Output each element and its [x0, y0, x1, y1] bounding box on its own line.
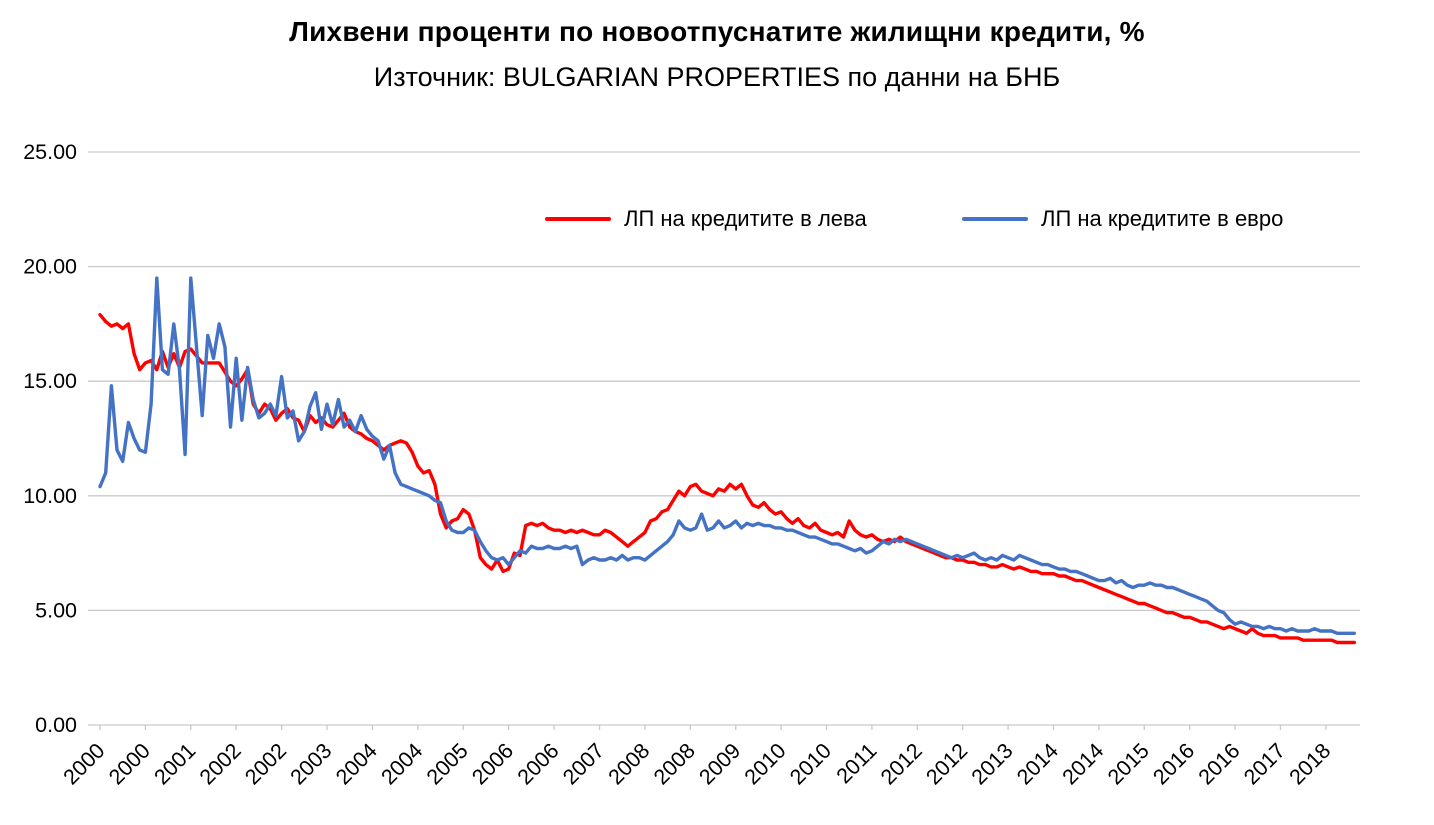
- x-tick-label: 2016: [1148, 739, 1199, 790]
- y-tick-label: 0.00: [35, 713, 77, 737]
- y-tick-label: 20.00: [23, 255, 77, 279]
- x-tick-label: 2014: [1012, 739, 1063, 790]
- x-tick-label: 2016: [1194, 739, 1245, 790]
- legend-item-leva: ЛП на кредитите в лева: [545, 205, 867, 233]
- x-tick-label: 2015: [1103, 739, 1154, 790]
- legend-label-evro: ЛП на кредитите в евро: [1041, 206, 1284, 231]
- x-tick-label: 2013: [967, 739, 1018, 790]
- x-tick-label: 2000: [59, 739, 110, 790]
- x-tick-label: 2014: [1058, 739, 1109, 790]
- x-tick-label: 2009: [694, 739, 745, 790]
- legend-item-evro: ЛП на кредитите в евро: [962, 205, 1283, 233]
- y-tick-label: 15.00: [23, 369, 77, 393]
- x-tick-label: 2004: [377, 739, 428, 790]
- chart-title: Лихвени проценти по новоотпуснатите жили…: [289, 16, 1145, 47]
- legend-line-leva-swatch: [545, 217, 611, 221]
- x-tick-label: 2012: [921, 739, 972, 790]
- chart-subtitle: Източник: BULGARIAN PROPERTIES по данни …: [373, 62, 1061, 92]
- x-tick-label: 2000: [104, 739, 155, 790]
- x-tick-label: 2006: [513, 739, 564, 790]
- series-line-0: [98, 313, 1357, 645]
- legend-label-leva: ЛП на кредитите в лева: [624, 206, 867, 231]
- y-tick-label: 5.00: [35, 598, 77, 622]
- x-tick-label: 2008: [649, 739, 700, 790]
- x-tick-label: 2008: [604, 739, 655, 790]
- x-tick-label: 2001: [150, 739, 201, 790]
- x-tick-label: 2007: [558, 739, 609, 790]
- x-tick-label: 2012: [876, 739, 927, 790]
- x-tick-label: 2002: [195, 739, 246, 790]
- x-tick-label: 2002: [240, 739, 291, 790]
- x-tick-label: 2010: [785, 739, 836, 790]
- series-line-1: [98, 276, 1357, 635]
- x-tick-label: 2003: [286, 739, 337, 790]
- x-tick-label: 2011: [832, 739, 882, 789]
- x-tick-label: 2005: [422, 739, 473, 790]
- x-tick-label: 2004: [331, 739, 382, 790]
- x-tick-label: 2018: [1285, 739, 1336, 790]
- y-tick-label: 25.00: [23, 140, 77, 164]
- x-tick-label: 2010: [740, 739, 791, 790]
- x-tick-label: 2006: [467, 739, 518, 790]
- legend-line-evro-swatch: [962, 217, 1028, 221]
- x-tick-label: 2017: [1239, 739, 1290, 790]
- y-tick-label: 10.00: [23, 484, 77, 508]
